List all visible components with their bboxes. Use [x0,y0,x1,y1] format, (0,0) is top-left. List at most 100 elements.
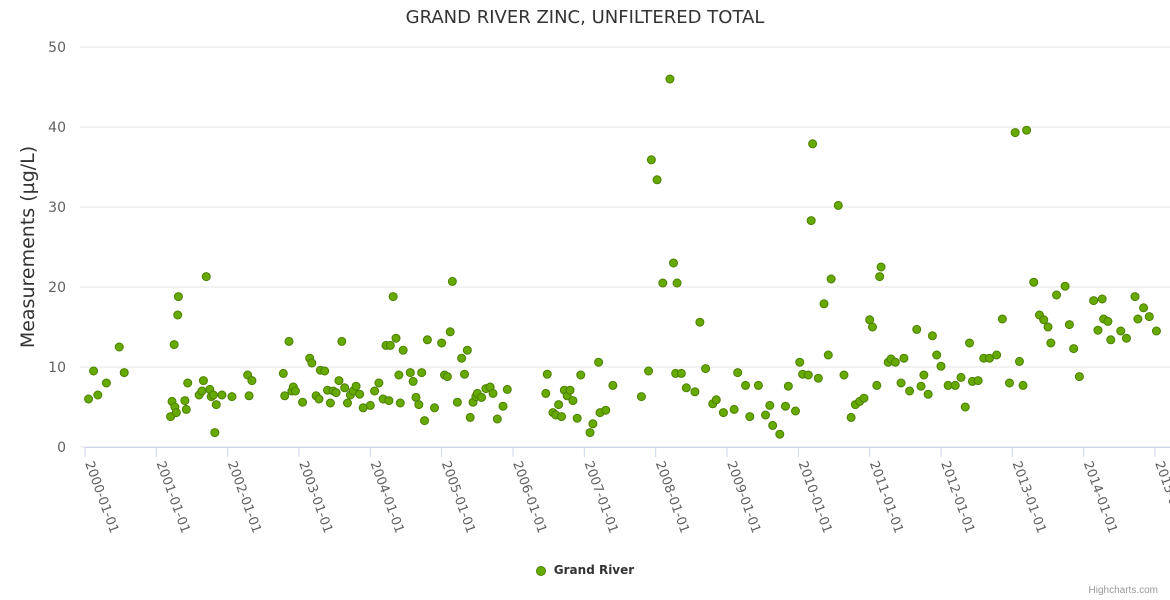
data-point[interactable] [765,400,775,410]
data-point[interactable] [594,357,604,367]
data-point[interactable] [646,155,656,165]
data-point[interactable] [114,342,124,352]
data-point[interactable] [314,394,324,404]
data-point[interactable] [919,370,929,380]
data-point[interactable] [284,336,294,346]
data-point[interactable] [846,412,856,422]
data-point[interactable] [420,416,430,426]
data-point[interactable] [1039,315,1049,325]
data-point[interactable] [936,361,946,371]
data-point[interactable] [973,376,983,386]
data-point[interactable] [876,262,886,272]
data-point[interactable] [808,139,818,149]
data-point[interactable] [1130,292,1140,302]
data-point[interactable] [916,381,926,391]
data-point[interactable] [395,398,405,408]
data-point[interactable] [1089,296,1099,306]
data-point[interactable] [414,400,424,410]
data-point[interactable] [210,428,220,438]
data-point[interactable] [391,333,401,343]
data-point[interactable] [405,368,415,378]
data-point[interactable] [447,276,457,286]
data-point[interactable] [819,299,829,309]
data-point[interactable] [492,414,502,424]
data-point[interactable] [1029,277,1039,287]
data-point[interactable] [585,428,595,438]
data-point[interactable] [437,338,447,348]
data-point[interactable] [932,350,942,360]
data-point[interactable] [1139,303,1149,313]
data-point[interactable] [823,350,833,360]
data-point[interactable] [872,380,882,390]
data-point[interactable] [783,381,793,391]
data-point[interactable] [868,322,878,332]
data-point[interactable] [833,200,843,210]
data-point[interactable] [665,74,675,84]
data-point[interactable] [813,373,823,383]
data-point[interactable] [334,376,344,386]
data-point[interactable] [669,258,678,268]
data-point[interactable] [695,317,705,327]
data-point[interactable] [365,400,375,410]
data-point[interactable] [417,368,427,378]
data-point[interactable] [896,378,906,388]
data-point[interactable] [652,175,662,185]
data-point[interactable] [745,412,755,422]
data-point[interactable] [676,368,686,378]
data-point[interactable] [502,384,512,394]
data-point[interactable] [208,390,218,400]
data-point[interactable] [644,366,654,376]
data-point[interactable] [198,376,208,386]
data-point[interactable] [325,398,335,408]
data-point[interactable] [588,419,598,429]
data-point[interactable] [1097,294,1107,304]
data-point[interactable] [912,324,922,334]
data-point[interactable] [768,420,778,430]
data-point[interactable] [658,278,668,288]
data-point[interactable] [718,408,728,418]
data-point[interactable] [180,396,190,406]
data-point[interactable] [711,395,721,405]
data-point[interactable] [84,394,94,404]
data-point[interactable] [1093,325,1103,335]
data-point[interactable] [1018,380,1028,390]
data-point[interactable] [997,314,1007,324]
data-point[interactable] [119,368,129,378]
data-point[interactable] [890,357,900,367]
data-point[interactable] [761,410,771,420]
data-point[interactable] [408,376,418,386]
data-point[interactable] [1144,312,1154,322]
data-point[interactable] [337,336,347,346]
data-point[interactable] [465,412,475,422]
data-point[interactable] [1116,326,1126,336]
data-point[interactable] [554,400,564,410]
data-point[interactable] [899,353,909,363]
legend[interactable]: Grand River [0,563,1170,577]
data-point[interactable] [956,372,966,382]
data-point[interactable] [1074,372,1084,382]
data-point[interactable] [672,278,682,288]
data-point[interactable] [681,383,691,393]
data-point[interactable] [462,345,472,355]
data-point[interactable] [171,408,181,418]
data-point[interactable] [608,380,618,390]
data-point[interactable] [541,388,551,398]
data-point[interactable] [343,398,353,408]
data-point[interactable] [384,396,394,406]
data-point[interactable] [557,412,567,422]
data-point[interactable] [568,396,578,406]
data-point[interactable] [806,216,816,226]
data-point[interactable] [197,386,207,396]
data-point[interactable] [398,345,408,355]
data-point[interactable] [247,376,257,386]
data-point[interactable] [211,400,221,410]
data-point[interactable] [859,393,869,403]
data-point[interactable] [1106,335,1116,345]
data-point[interactable] [488,388,498,398]
data-point[interactable] [690,387,700,397]
credits-link[interactable]: Highcharts.com [1088,585,1158,596]
data-point[interactable] [320,366,330,376]
data-point[interactable] [370,386,380,396]
data-point[interactable] [331,388,341,398]
data-point[interactable] [217,390,227,400]
